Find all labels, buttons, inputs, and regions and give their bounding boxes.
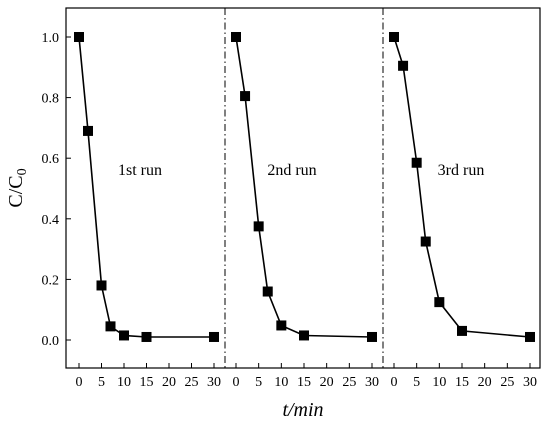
x-tick-label: 5 — [413, 375, 420, 390]
data-point — [83, 125, 93, 136]
series-line — [78, 36, 214, 338]
series-group — [74, 32, 535, 342]
y-tick-label: 0.4 — [42, 213, 60, 228]
series-line — [235, 36, 373, 338]
run-label: 2nd run — [267, 162, 316, 179]
data-point — [209, 331, 219, 342]
y-tick-label: 0.6 — [42, 152, 60, 167]
run-label: 1st run — [118, 162, 162, 179]
x-tick-label: 15 — [297, 375, 311, 390]
data-point — [299, 330, 309, 341]
x-tick-label: 15 — [455, 375, 469, 390]
data-point — [389, 32, 399, 42]
data-point — [276, 320, 287, 331]
data-point — [411, 157, 422, 168]
data-point — [141, 331, 152, 342]
data-point — [398, 60, 409, 71]
x-tick-label: 25 — [185, 375, 199, 390]
data-point — [457, 325, 467, 336]
data-point — [525, 331, 535, 342]
y-tick-label: 1.0 — [42, 31, 60, 46]
y-axis-label-sub: 0 — [15, 168, 30, 175]
x-tick-label: 0 — [391, 375, 398, 390]
y-tick-label: 0.2 — [42, 273, 60, 288]
data-point — [231, 32, 241, 42]
x-axis-label-rest: /min — [287, 399, 324, 421]
data-point — [434, 297, 445, 308]
x-tick-label: 20 — [320, 375, 334, 390]
data-point — [105, 321, 116, 332]
data-point — [240, 91, 251, 102]
x-tick-label: 0 — [76, 375, 83, 390]
x-axis-label-t: t — [282, 399, 288, 421]
y-tick-label: 0.8 — [42, 92, 60, 107]
run-label: 3rd run — [438, 162, 485, 179]
run-labels: 1st run 2nd run 3rd run — [118, 162, 484, 179]
y-axis-label-main: C/C — [5, 175, 27, 207]
series-line — [393, 36, 531, 338]
data-point — [119, 330, 129, 341]
x-tick-label: 25 — [342, 375, 356, 390]
x-tick-label: 30 — [523, 375, 537, 390]
x-tick-label: 10 — [432, 375, 446, 390]
x-axis: 0 5 10 15 20 25 30 0 5 10 15 20 25 30 0 5 10 15 20 25 30 — [76, 363, 537, 390]
plot-frame — [65, 7, 541, 369]
data-point — [262, 286, 273, 297]
x-tick-label: 30 — [207, 375, 221, 390]
y-axis-label: C/C0 — [5, 168, 30, 207]
data-point — [253, 221, 264, 232]
x-tick-label: 5 — [255, 375, 262, 390]
data-point — [367, 331, 377, 342]
x-tick-label: 30 — [365, 375, 379, 390]
x-tick-label: 15 — [140, 375, 154, 390]
x-tick-label: 20 — [478, 375, 492, 390]
x-tick-label: 0 — [233, 375, 240, 390]
data-point — [420, 236, 431, 247]
x-tick-label: 20 — [162, 375, 176, 390]
run-separators — [224, 8, 384, 368]
y-tick-label: 0.0 — [42, 334, 60, 349]
data-point — [74, 32, 84, 42]
x-tick-label: 10 — [274, 375, 288, 390]
x-axis-label: t/min — [282, 399, 323, 421]
x-tick-label: 10 — [117, 375, 131, 390]
x-tick-label: 25 — [500, 375, 514, 390]
y-axis: 0.0 0.2 0.4 0.6 0.8 1.0 — [42, 31, 71, 349]
data-point — [96, 280, 107, 291]
x-tick-label: 5 — [98, 375, 105, 390]
